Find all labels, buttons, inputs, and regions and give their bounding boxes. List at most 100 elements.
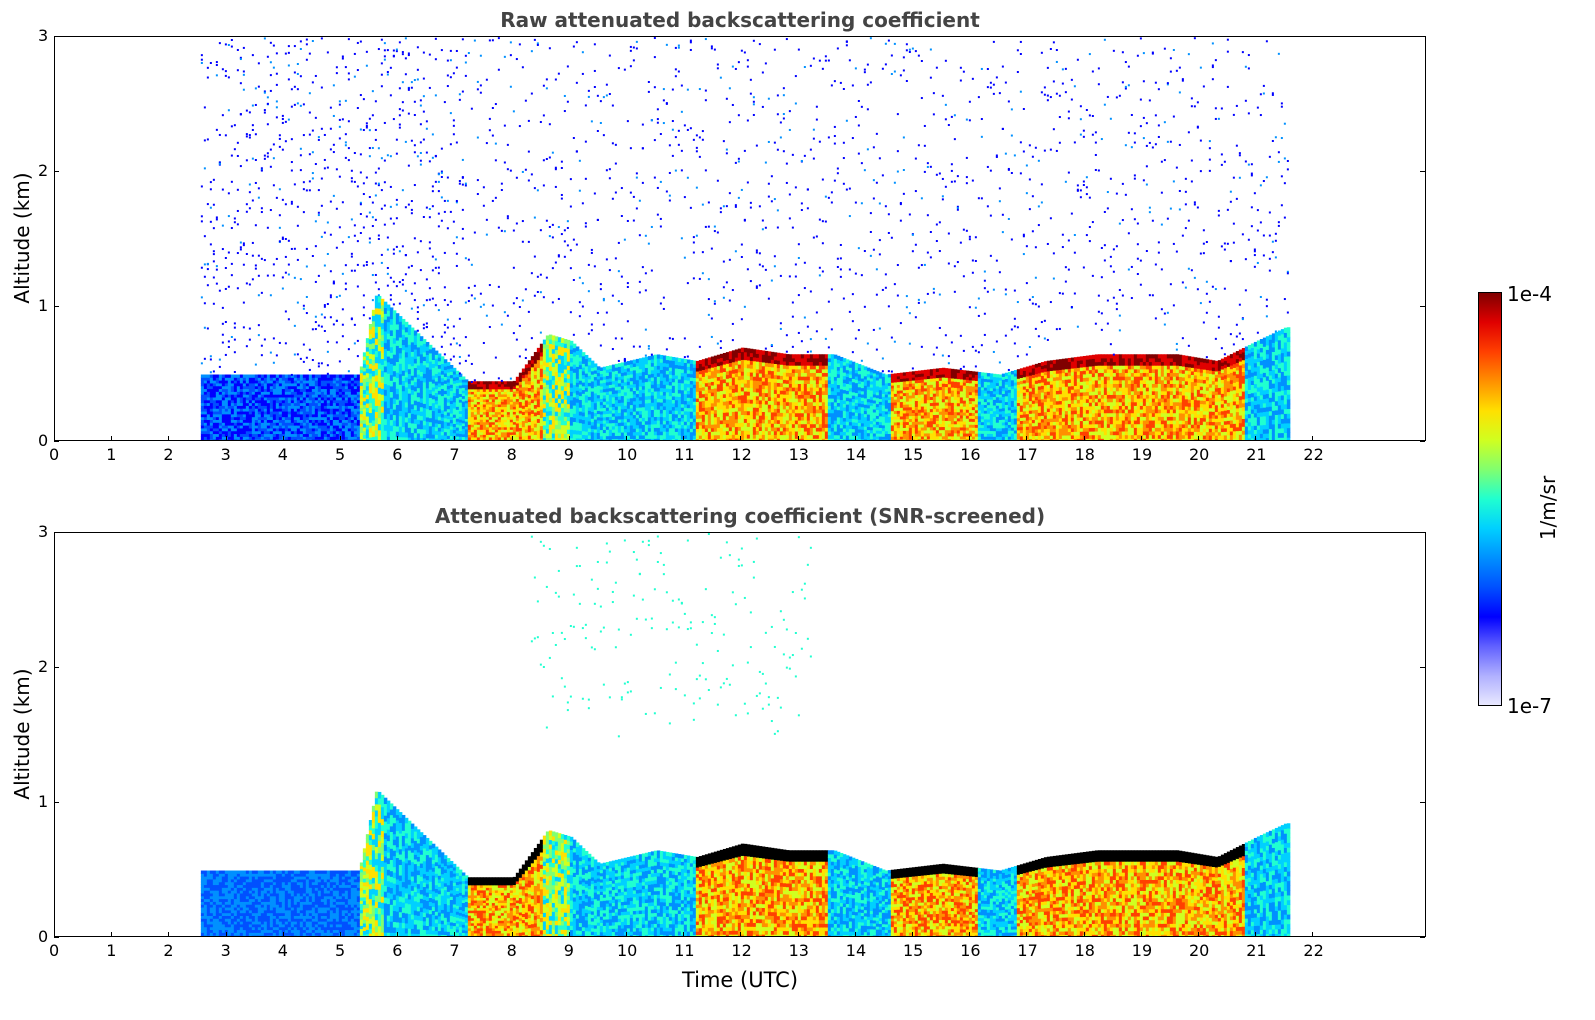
heatmap-cell — [668, 431, 673, 436]
heatmap-cell — [521, 374, 526, 379]
heatmap-cell — [578, 399, 583, 404]
heatmap-cell — [356, 433, 361, 437]
heatmap-cell — [443, 390, 448, 395]
noise-speckle — [578, 189, 581, 192]
heatmap-cell — [677, 428, 682, 433]
heatmap-cell — [446, 372, 451, 376]
heatmap-cell — [479, 436, 484, 440]
heatmap-cell — [422, 373, 427, 379]
heatmap-cell — [341, 430, 346, 435]
heatmap-cell — [479, 391, 484, 395]
heatmap-cell — [542, 437, 547, 440]
heatmap-cell — [590, 367, 595, 372]
heatmap-cell — [230, 399, 235, 404]
heatmap-cell — [212, 425, 217, 429]
heatmap-cell — [425, 341, 430, 347]
heatmap-cell — [440, 399, 445, 404]
heatmap-cell — [662, 369, 667, 375]
heatmap-cell — [260, 391, 265, 395]
noise-speckle — [404, 140, 407, 143]
heatmap-cell — [479, 414, 484, 418]
heatmap-cell — [539, 360, 544, 365]
heatmap-cell — [392, 398, 397, 405]
heatmap-cell — [326, 397, 331, 401]
heatmap-cell — [593, 422, 598, 427]
heatmap-cell — [365, 338, 370, 343]
heatmap-cell — [257, 430, 262, 435]
heatmap-cell — [635, 417, 640, 422]
heatmap-cell — [671, 420, 676, 425]
heatmap-cell — [557, 380, 562, 386]
noise-speckle — [461, 237, 464, 240]
heatmap-cell — [257, 382, 262, 387]
noise-speckle — [215, 265, 218, 268]
heatmap-cell — [389, 329, 394, 336]
heatmap-cell — [515, 401, 520, 405]
heatmap-cell — [254, 397, 259, 401]
heatmap-cell — [587, 417, 592, 422]
heatmap-cell — [284, 374, 289, 378]
heatmap-cell — [440, 395, 445, 400]
heatmap-cell — [578, 430, 583, 435]
heatmap-cell — [626, 374, 631, 379]
heatmap-cell — [203, 425, 208, 429]
heatmap-cell — [587, 368, 592, 373]
heatmap-cell — [365, 416, 370, 421]
heatmap-cell — [233, 382, 238, 387]
heatmap-cell — [323, 425, 328, 429]
heatmap-cell — [329, 411, 334, 415]
noise-speckle — [530, 173, 533, 176]
noise-speckle — [479, 54, 482, 57]
noise-speckle — [383, 121, 386, 124]
heatmap-cell — [206, 419, 211, 423]
heatmap-cell — [611, 438, 616, 440]
heatmap-cell — [305, 388, 310, 392]
heatmap-cell — [452, 367, 457, 372]
heatmap-cell — [314, 436, 319, 440]
heatmap-cell — [602, 376, 607, 380]
heatmap-cell — [362, 352, 367, 357]
heatmap-cell — [245, 385, 250, 390]
noise-speckle — [260, 167, 263, 170]
heatmap-cell — [284, 419, 289, 423]
heatmap-cell — [500, 426, 505, 430]
heatmap-cell — [308, 419, 313, 423]
heatmap-cell — [659, 391, 664, 396]
heatmap-cell — [638, 410, 643, 415]
heatmap-cell — [284, 427, 289, 432]
heatmap-cell — [356, 377, 361, 381]
noise-speckle — [284, 255, 287, 258]
heatmap-cell — [332, 382, 337, 387]
noise-speckle — [239, 246, 242, 249]
noise-speckle — [272, 143, 275, 146]
heatmap-cell — [311, 391, 316, 395]
heatmap-cell — [650, 431, 655, 436]
heatmap-cell — [455, 406, 460, 410]
heatmap-cell — [578, 353, 583, 358]
top-y-axis-label: Altitude (km) — [10, 172, 34, 304]
heatmap-cell — [476, 421, 481, 425]
heatmap-cell — [494, 391, 499, 395]
heatmap-cell — [464, 400, 469, 404]
heatmap-cell — [518, 395, 523, 400]
noise-speckle — [422, 323, 425, 326]
heatmap-cell — [296, 385, 301, 390]
heatmap-cell — [566, 369, 571, 375]
heatmap-cell — [494, 386, 499, 390]
heatmap-cell — [302, 430, 307, 435]
heatmap-cell — [215, 411, 220, 415]
heatmap-cell — [320, 425, 325, 429]
noise-speckle — [284, 120, 287, 123]
heatmap-cell — [389, 413, 394, 421]
heatmap-cell — [344, 405, 349, 409]
heatmap-cell — [485, 401, 490, 405]
heatmap-cell — [458, 407, 463, 412]
heatmap-cell — [620, 362, 625, 367]
noise-speckle — [422, 95, 425, 98]
heatmap-cell — [338, 408, 343, 412]
noise-speckle — [353, 180, 356, 183]
heatmap-cell — [668, 409, 673, 414]
heatmap-cell — [578, 360, 583, 366]
heatmap-cell — [353, 436, 358, 440]
heatmap-cell — [464, 426, 469, 430]
